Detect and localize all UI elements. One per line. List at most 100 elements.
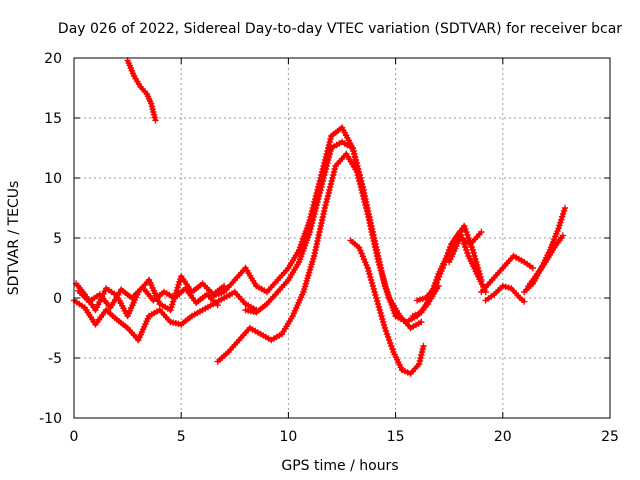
data-point: [357, 183, 365, 191]
data-point: [559, 232, 567, 239]
data-point: [415, 360, 423, 368]
series-line: [349, 238, 426, 376]
data-point: [358, 250, 365, 257]
data-point: [368, 279, 376, 287]
data-point: [381, 324, 389, 332]
data-point: [429, 285, 437, 293]
data-point: [413, 297, 421, 304]
data-point: [499, 282, 506, 290]
series-track-12: [478, 252, 537, 296]
data-marks: [70, 57, 569, 377]
data-point: [326, 186, 333, 194]
data-point: [356, 177, 363, 185]
data-point: [477, 273, 484, 281]
data-point: [322, 201, 329, 209]
data-point: [418, 318, 425, 326]
data-point: [369, 282, 377, 290]
data-point: [521, 298, 528, 305]
data-point: [330, 171, 337, 179]
data-point: [478, 228, 485, 236]
data-point: [323, 198, 330, 206]
data-point: [558, 216, 565, 223]
chart-title: Day 026 of 2022, Sidereal Day-to-day VTE…: [58, 21, 622, 37]
data-point: [419, 345, 426, 353]
data-point: [316, 189, 323, 197]
data-point: [409, 312, 416, 320]
y-tick-label: 20: [44, 51, 62, 67]
data-point: [362, 258, 369, 266]
data-point: [560, 207, 568, 215]
data-point: [353, 168, 361, 176]
data-point: [476, 270, 483, 278]
series-track-06: [242, 138, 442, 326]
data-point: [557, 219, 564, 226]
x-tick-label: 10: [279, 429, 297, 445]
data-point: [355, 174, 362, 182]
data-point: [462, 243, 469, 251]
data-point: [463, 246, 470, 254]
data-point: [372, 291, 379, 299]
data-point: [427, 291, 435, 299]
data-point: [359, 253, 367, 260]
data-point: [473, 261, 481, 269]
x-tick-label: 0: [70, 429, 79, 445]
data-point: [324, 192, 332, 200]
data-point: [312, 204, 320, 212]
data-point: [559, 210, 567, 218]
data-point: [365, 267, 372, 275]
data-point: [320, 174, 327, 182]
data-point: [317, 186, 324, 194]
data-point: [367, 273, 374, 281]
data-point: [323, 162, 330, 170]
data-point: [325, 189, 332, 197]
y-tick-label: 10: [44, 171, 62, 187]
data-point: [321, 204, 329, 212]
data-point: [376, 306, 383, 314]
series-track-01: [124, 57, 159, 124]
data-point: [362, 201, 369, 209]
data-point: [214, 302, 221, 309]
y-tick-label: 5: [53, 231, 62, 247]
data-point: [358, 186, 365, 194]
data-point: [319, 177, 327, 185]
data-point: [355, 244, 363, 251]
data-point: [220, 282, 228, 290]
data-point: [375, 303, 383, 311]
data-point: [315, 195, 322, 203]
data-point: [328, 177, 335, 185]
data-point: [364, 264, 371, 272]
series-line: [522, 207, 567, 294]
data-point: [318, 180, 326, 188]
data-point: [314, 198, 321, 206]
data-point: [378, 312, 385, 320]
data-point: [321, 168, 329, 176]
data-point: [420, 342, 427, 350]
data-point: [401, 368, 409, 375]
data-point: [529, 264, 537, 272]
data-point: [377, 309, 384, 317]
x-tick-label: 5: [177, 429, 186, 445]
data-point: [472, 255, 479, 263]
data-point: [434, 273, 441, 281]
data-point: [556, 222, 563, 229]
data-point: [318, 183, 325, 191]
data-point: [327, 183, 334, 191]
data-point: [462, 225, 469, 233]
data-point: [373, 297, 381, 305]
data-point: [331, 165, 339, 173]
series-track-13: [482, 282, 528, 305]
x-tick-label: 25: [601, 429, 619, 445]
data-point: [311, 210, 318, 218]
series-track-14: [521, 204, 569, 296]
data-point: [349, 144, 356, 152]
series-track-04: [75, 284, 221, 311]
data-point: [473, 258, 480, 266]
data-point: [330, 168, 338, 176]
data-point: [464, 249, 471, 257]
data-point: [373, 294, 380, 302]
data-point: [323, 195, 331, 203]
data-point: [387, 339, 394, 347]
data-point: [326, 138, 333, 146]
data-point: [385, 336, 393, 344]
